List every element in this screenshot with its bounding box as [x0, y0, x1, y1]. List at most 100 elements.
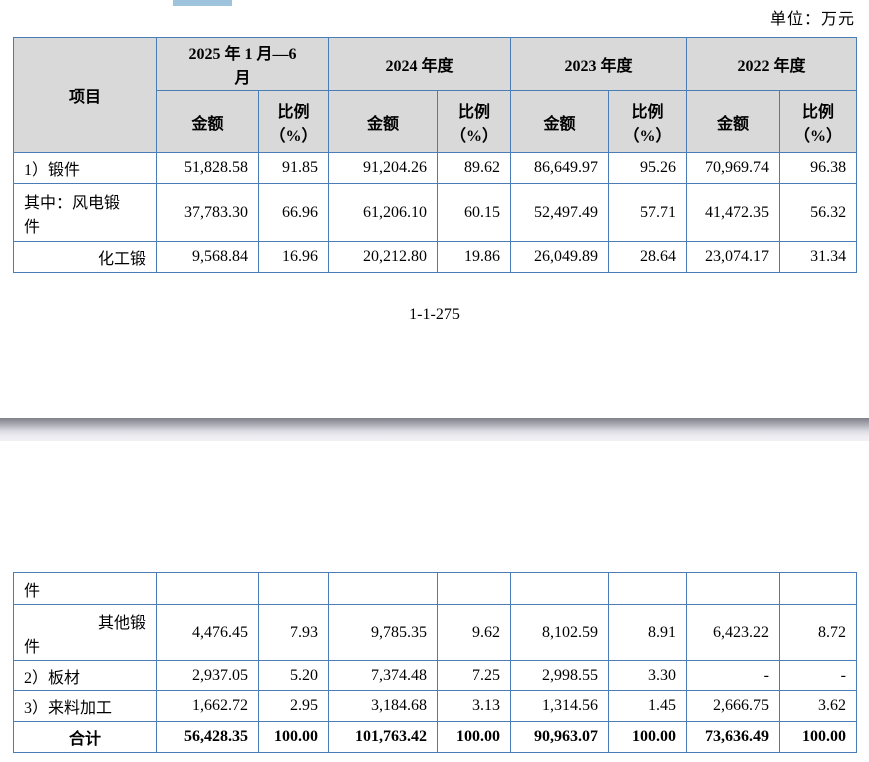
table-cell: 37,783.30 [156, 183, 259, 242]
table-cell: 61,206.10 [328, 183, 439, 242]
header-ratio-line1: 比例 [277, 103, 310, 121]
header-ratio-line2: （%） [269, 127, 318, 145]
table-cell: 89.62 [437, 152, 512, 184]
table-cell: 6,423.22 [686, 604, 780, 661]
table-cell: 7.25 [437, 660, 511, 691]
table-cell: 31.34 [779, 241, 858, 273]
header-period-2024: 2024 年度 [328, 37, 512, 91]
table-cell: 9,785.35 [328, 604, 438, 661]
table-cell [437, 572, 511, 605]
unit-label: 单位：万元 [769, 11, 855, 28]
table-row-chemical-forgings: 化工锻 9,568.84 16.96 20,212.80 19.86 26,04… [13, 241, 858, 273]
row-label-line1: 其中：风电锻 [24, 194, 121, 212]
row-label: 合计 [13, 721, 157, 753]
table-cell [779, 572, 857, 605]
table-cell: 86,649.97 [510, 152, 610, 184]
table-header-row-periods: 项目 2025 年 1 月—6 月 2024 年度 2023 年度 2022 年… [13, 37, 858, 153]
table-cell: 23,074.17 [686, 241, 781, 273]
table-cell: 7,374.48 [328, 660, 438, 691]
table-cell: 57.71 [608, 183, 688, 242]
table-cell: 9,568.84 [156, 241, 259, 273]
table-cell: 100.00 [779, 721, 857, 753]
row-label: 3）来料加工 [13, 690, 157, 722]
row-label: 其中：风电锻 件 [13, 183, 157, 242]
table-cell: 26,049.89 [510, 241, 610, 273]
header-ratio: 比例 （%） [257, 90, 330, 153]
table-row-plates: 2）板材 2,937.05 5.20 7,374.48 7.25 2,998.5… [13, 660, 857, 691]
table-cell: 90,963.07 [510, 721, 609, 753]
table-cell: 56,428.35 [156, 721, 259, 753]
header-item: 项目 [13, 37, 157, 153]
table-cell [686, 572, 780, 605]
table-cell: 3,184.68 [328, 690, 438, 722]
row-label-line1: 其他锻 [97, 614, 146, 632]
table-cell: 1,662.72 [156, 690, 259, 722]
table-row-forgings: 1）锻件 51,828.58 91.85 91,204.26 89.62 86,… [13, 152, 858, 184]
header-period-2025-line1: 2025 年 1 月—6 [188, 46, 297, 63]
table-cell: 70,969.74 [686, 152, 781, 184]
scrolled-highlight-fragment [173, 0, 232, 6]
table-cell: 16.96 [257, 241, 330, 273]
table-cell: 8,102.59 [510, 604, 609, 661]
table-cell: 2,998.55 [510, 660, 609, 691]
table-cell [510, 572, 609, 605]
header-amount: 金额 [686, 90, 781, 153]
page-break-divider [0, 418, 869, 441]
page-number: 1-1-275 [409, 306, 460, 323]
table-cell [608, 572, 687, 605]
table-cell: 7.93 [258, 604, 329, 661]
header-amount: 金额 [328, 90, 439, 153]
table-row-wind-power-forgings: 其中：风电锻 件 37,783.30 66.96 61,206.10 60.15… [13, 183, 858, 242]
header-period-2025: 2025 年 1 月—6 月 [155, 37, 330, 91]
header-ratio-line2: （%） [794, 127, 843, 145]
table-cell: 8.91 [608, 604, 687, 661]
table-cell: 8.72 [779, 604, 857, 661]
table-cell: 91,204.26 [328, 152, 439, 184]
table-cell: 9.62 [437, 604, 511, 661]
table-cell: 5.20 [258, 660, 329, 691]
row-label-line2: 件 [24, 218, 41, 236]
header-period-2025-line2: 月 [234, 70, 251, 87]
header-ratio-line2: （%） [623, 127, 672, 145]
table-cell: 91.85 [257, 152, 330, 184]
table-cell: 1,314.56 [510, 690, 609, 722]
table-row-total: 合计 56,428.35 100.00 101,763.42 100.00 90… [13, 721, 857, 753]
table-row-other-forgings: 其他锻 件 4,476.45 7.93 9,785.35 9.62 8,102.… [13, 604, 857, 661]
table-cell: 101,763.42 [328, 721, 438, 753]
header-ratio-line1: 比例 [802, 103, 835, 121]
table-cell: 41,472.35 [686, 183, 781, 242]
header-ratio: 比例 （%） [608, 90, 688, 153]
table-cell: 19.86 [437, 241, 512, 273]
table-cell: 2,666.75 [686, 690, 780, 722]
table-header-row-measures: 金额 比例 （%） 金额 比例 （%） 金额 比例 （%） 金额 比例 （%） [14, 90, 858, 153]
table-cell: 28.64 [608, 241, 688, 273]
table-cell: 60.15 [437, 183, 512, 242]
table-row-incoming-processing: 3）来料加工 1,662.72 2.95 3,184.68 3.13 1,314… [13, 690, 857, 722]
table-row-continuation: 件 [13, 572, 857, 605]
row-label: 1）锻件 [13, 152, 157, 184]
table-cell: 4,476.45 [156, 604, 259, 661]
header-amount: 金额 [510, 90, 610, 153]
header-ratio-line2: （%） [450, 127, 499, 145]
revenue-breakdown-table-lower: 件 其他锻 件 4,476.45 7.93 9,785.35 9.62 8,10… [13, 572, 857, 753]
table-cell: 51,828.58 [156, 152, 259, 184]
header-amount: 金额 [156, 90, 259, 153]
row-label: 件 [13, 572, 157, 605]
table-cell: - [686, 660, 780, 691]
table-cell: 3.62 [779, 690, 857, 722]
row-label: 其他锻 件 [13, 604, 157, 661]
table-cell: - [779, 660, 857, 691]
table-cell [258, 572, 329, 605]
table-cell: 73,636.49 [686, 721, 780, 753]
row-label-line2: 件 [24, 638, 41, 656]
table-cell: 3.13 [437, 690, 511, 722]
header-ratio-line1: 比例 [458, 103, 491, 121]
table-cell: 20,212.80 [328, 241, 439, 273]
header-period-2023: 2023 年度 [510, 37, 688, 91]
header-ratio: 比例 （%） [779, 90, 858, 153]
table-cell [328, 572, 438, 605]
table-cell [156, 572, 259, 605]
row-label: 2）板材 [13, 660, 157, 691]
table-cell: 100.00 [608, 721, 687, 753]
table-cell: 56.32 [779, 183, 858, 242]
